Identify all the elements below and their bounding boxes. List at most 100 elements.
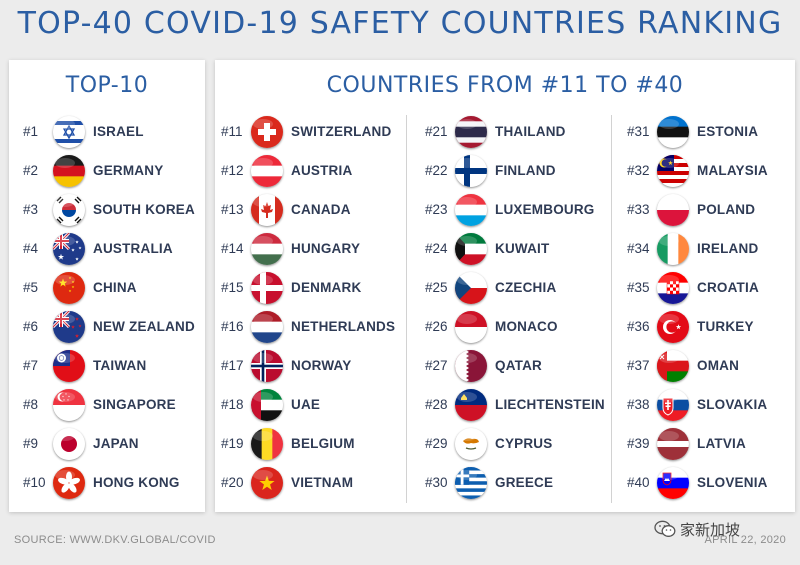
country-row: #16 NETHERLANDS bbox=[221, 311, 407, 343]
country-name: SLOVAKIA bbox=[697, 397, 768, 412]
source-note: SOURCE: WWW.DKV.GLOBAL/COVID bbox=[14, 534, 216, 546]
rank-label: #14 bbox=[221, 241, 244, 256]
country-row: #20 VIETNAM bbox=[221, 467, 407, 499]
finland-flag-icon bbox=[455, 155, 487, 187]
country-name: POLAND bbox=[697, 202, 756, 217]
country-row: #5 CHINA bbox=[23, 272, 209, 304]
rank-label: #24 bbox=[425, 241, 448, 256]
country-row: #31 ESTONIA bbox=[627, 116, 800, 148]
croatia-flag-icon bbox=[657, 272, 689, 304]
country-name: NETHERLANDS bbox=[291, 319, 396, 334]
country-name: BELGIUM bbox=[291, 436, 355, 451]
taiwan-flag-icon bbox=[53, 350, 85, 382]
oman-flag-icon bbox=[657, 350, 689, 382]
poland-flag-icon bbox=[657, 194, 689, 226]
column-divider bbox=[406, 115, 407, 503]
israel-flag-icon bbox=[53, 116, 85, 148]
malaysia-flag-icon bbox=[657, 155, 689, 187]
vietnam-flag-icon bbox=[251, 467, 283, 499]
country-name: MONACO bbox=[495, 319, 558, 334]
germany-flag-icon bbox=[53, 155, 85, 187]
ranks-11-40-panel: COUNTRIES FROM #11 TO #40 #11 SWITZERLAND… bbox=[215, 60, 795, 512]
country-name: ISRAEL bbox=[93, 124, 144, 139]
latvia-flag-icon bbox=[657, 428, 689, 460]
country-row: #22 FINLAND bbox=[425, 155, 611, 187]
uae-flag-icon bbox=[251, 389, 283, 421]
column-divider bbox=[611, 115, 612, 503]
country-row: #18 UAE bbox=[221, 389, 407, 421]
rank-label: #40 bbox=[627, 475, 650, 490]
country-name: KUWAIT bbox=[495, 241, 550, 256]
qatar-flag-icon bbox=[455, 350, 487, 382]
country-name: SLOVENIA bbox=[697, 475, 768, 490]
country-row: #3 SOUTH KOREA bbox=[23, 194, 209, 226]
country-name: AUSTRALIA bbox=[93, 241, 173, 256]
rank-label: #20 bbox=[221, 475, 244, 490]
country-row: #29 CYPRUS bbox=[425, 428, 611, 460]
rank-label: #38 bbox=[627, 397, 650, 412]
country-row: #28 LIECHTENSTEIN bbox=[425, 389, 611, 421]
country-row: #33 POLAND bbox=[627, 194, 800, 226]
country-name: JAPAN bbox=[93, 436, 139, 451]
kuwait-flag-icon bbox=[455, 233, 487, 265]
country-name: GREECE bbox=[495, 475, 554, 490]
country-row: #13 CANADA bbox=[221, 194, 407, 226]
rank-label: #30 bbox=[425, 475, 448, 490]
rank-label: #7 bbox=[23, 358, 39, 373]
country-row: #8 SINGAPORE bbox=[23, 389, 209, 421]
country-name: NORWAY bbox=[291, 358, 352, 373]
rank-label: #26 bbox=[425, 319, 448, 334]
country-name: TAIWAN bbox=[93, 358, 147, 373]
austria-flag-icon bbox=[251, 155, 283, 187]
country-name: CROATIA bbox=[697, 280, 759, 295]
rank-label: #32 bbox=[627, 163, 650, 178]
thailand-flag-icon bbox=[455, 116, 487, 148]
page-title: TOP-40 COVID-19 SAFETY COUNTRIES RANKING bbox=[17, 6, 783, 41]
slovakia-flag-icon bbox=[657, 389, 689, 421]
australia-flag-icon bbox=[53, 233, 85, 265]
czechia-flag-icon bbox=[455, 272, 487, 304]
country-row: #9 JAPAN bbox=[23, 428, 209, 460]
country-name: CHINA bbox=[93, 280, 137, 295]
rank-label: #10 bbox=[23, 475, 46, 490]
luxembourg-flag-icon bbox=[455, 194, 487, 226]
country-name: LIECHTENSTEIN bbox=[495, 397, 605, 412]
rank-label: #3 bbox=[23, 202, 39, 217]
rank-label: #16 bbox=[221, 319, 244, 334]
japan-flag-icon bbox=[53, 428, 85, 460]
top-10-panel: TOP-10 #1 ISRAEL #2 GERMANY #3 SOUTH KOREA #4 A… bbox=[9, 60, 205, 512]
rank-label: #5 bbox=[23, 280, 39, 295]
rank-label: #27 bbox=[425, 358, 448, 373]
country-name: GERMANY bbox=[93, 163, 164, 178]
cyprus-flag-icon bbox=[455, 428, 487, 460]
rank-label: #4 bbox=[23, 241, 39, 256]
south-korea-flag-icon bbox=[53, 194, 85, 226]
estonia-flag-icon bbox=[657, 116, 689, 148]
hungary-flag-icon bbox=[251, 233, 283, 265]
top-10-title: TOP-10 bbox=[65, 73, 149, 98]
rank-label: #15 bbox=[221, 280, 244, 295]
watermark-text: 家新加坡 bbox=[680, 520, 741, 539]
rank-label: #19 bbox=[221, 436, 244, 451]
country-row: #26 MONACO bbox=[425, 311, 611, 343]
country-name: HONG KONG bbox=[93, 475, 180, 490]
rank-label: #23 bbox=[425, 202, 448, 217]
country-name: DENMARK bbox=[291, 280, 362, 295]
country-row: #6 NEW ZEALAND bbox=[23, 311, 209, 343]
rank-label: #11 bbox=[221, 124, 243, 139]
watermark: 家新加坡 bbox=[654, 518, 740, 540]
rank-label: #37 bbox=[627, 358, 650, 373]
date-note: APRIL 22, 2020 bbox=[704, 534, 786, 546]
country-row: #25 CZECHIA bbox=[425, 272, 611, 304]
hong-kong-flag-icon bbox=[53, 467, 85, 499]
rank-label: #39 bbox=[627, 436, 650, 451]
rank-label: #17 bbox=[221, 358, 244, 373]
rank-label: #31 bbox=[627, 124, 650, 139]
country-name: LUXEMBOURG bbox=[495, 202, 595, 217]
country-name: HUNGARY bbox=[291, 241, 361, 256]
country-row: #39 LATVIA bbox=[627, 428, 800, 460]
rank-label: #36 bbox=[627, 319, 650, 334]
ranks-11-40-title: COUNTRIES FROM #11 TO #40 bbox=[326, 73, 684, 98]
country-row: #19 BELGIUM bbox=[221, 428, 407, 460]
country-row: #21 THAILAND bbox=[425, 116, 611, 148]
